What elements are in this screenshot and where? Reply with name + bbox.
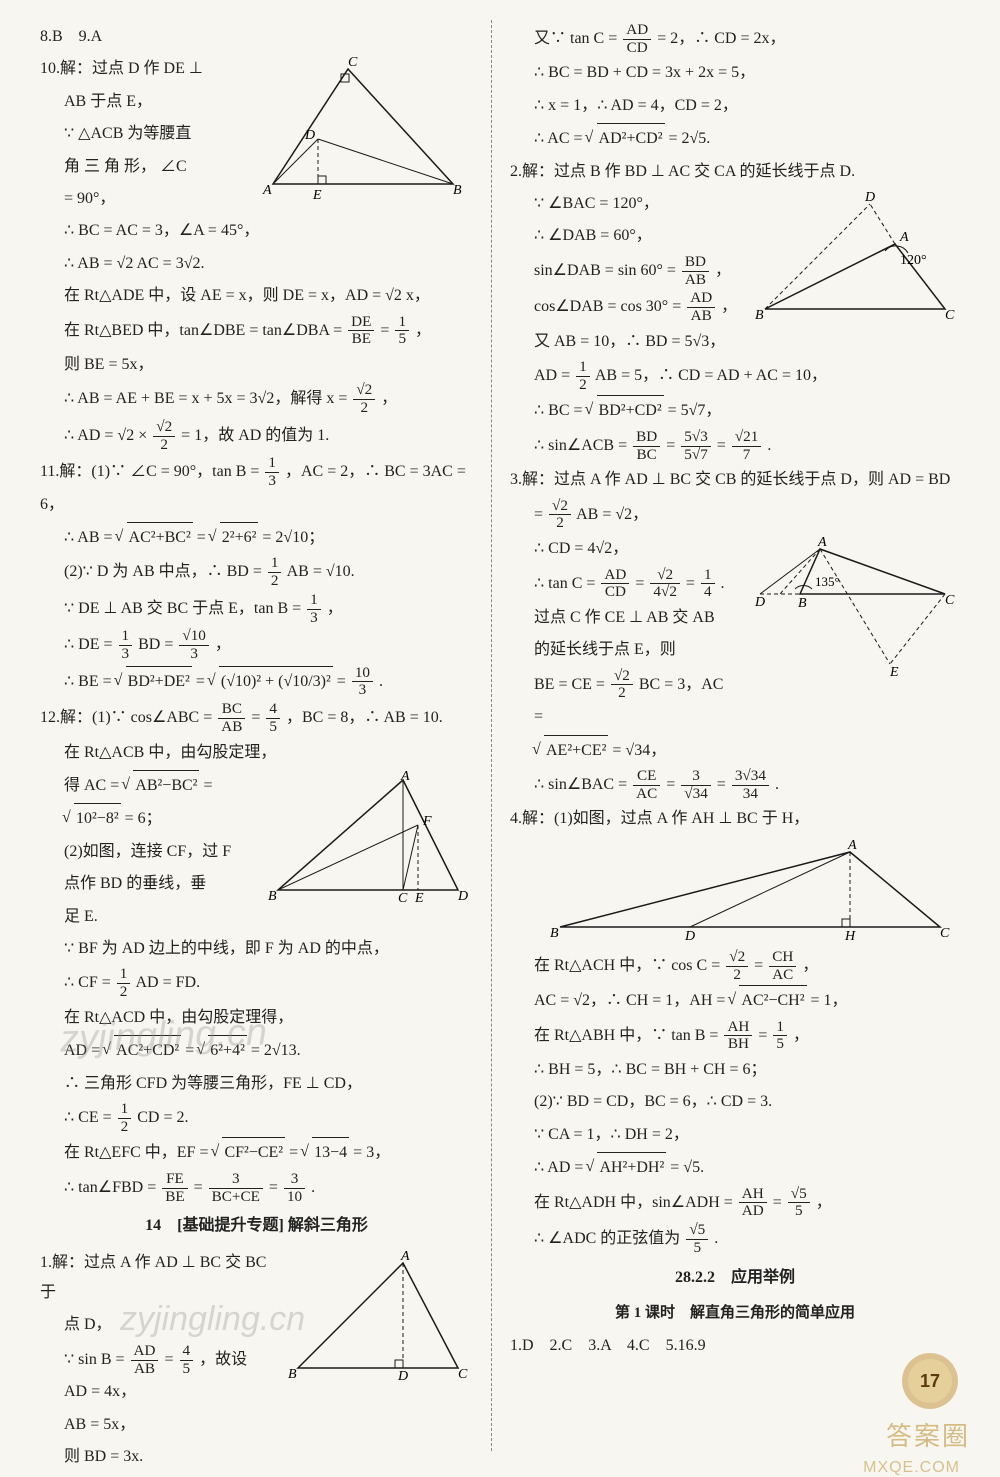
text: 在 Rt△ACD 中，由勾股定理得， [40, 1003, 473, 1033]
text: ∴ DE = 13 BD = √103 ， [40, 628, 473, 662]
svg-text:C: C [945, 593, 955, 608]
page-container: 8.B 9.A A B C D E 10.解：过点 D 作 DE ⊥ AB 于点… [30, 20, 970, 1451]
svg-text:E: E [414, 891, 424, 906]
svg-text:B: B [798, 596, 807, 611]
q10-diagram: A B C D E [253, 54, 473, 204]
text: ∴ AD = AH²+DH² = √5. [510, 1152, 960, 1183]
text: (2)∵ D 为 AB 中点，∴ BD = 12 AB = √10. [40, 555, 473, 589]
lesson-1-answers: 1.D 2.C 3.A 4.C 5.16.9 [510, 1331, 960, 1361]
text: ∴ sin∠BAC = CEAC = 3√34 = 3√3434 . [510, 768, 960, 802]
text: ∴ tan∠FBD = FEBE = 3BC+CE = 310 . [40, 1171, 473, 1205]
svg-text:C: C [398, 891, 408, 906]
q2-diagram: 120° B C A D [750, 189, 960, 329]
text: AB = 5x， [40, 1410, 473, 1440]
svg-text:B: B [453, 183, 462, 198]
q4-diagram: B D H C A [540, 837, 960, 947]
text: ∴ AB = √2 AC = 3√2. [40, 249, 473, 279]
q3-head: 3.解：过点 A 作 AD ⊥ BC 交 CB 的延长线于点 D，则 AD = … [510, 465, 960, 495]
section-28-2-2: 28.2.2 应用举例 [510, 1263, 960, 1293]
text: (2)∵ BD = CD，BC = 6，∴ CD = 3. [510, 1087, 960, 1117]
svg-text:D: D [304, 128, 315, 143]
text: ∵ BF 为 AD 边上的中线，即 F 为 AD 的中点， [40, 934, 473, 964]
svg-text:A: A [847, 838, 857, 853]
svg-text:B: B [550, 926, 559, 941]
text: 在 Rt△BED 中，tan∠DBE = tan∠DBA = DEBE = 15… [40, 314, 473, 348]
q3-diagram: 135° A B C D E [740, 534, 960, 684]
text: AD = AC²+CD² = 6²+4² = 2√13. [40, 1035, 473, 1066]
q8-q9: 8.B 9.A [40, 22, 473, 52]
svg-text:A: A [400, 1249, 410, 1264]
text: AC = √2，∴ CH = 1，AH = AC²−CH² = 1， [510, 985, 960, 1016]
text: ∴ CF = 12 AD = FD. [40, 966, 473, 1000]
text: ∴ x = 1，∴ AD = 4，CD = 2， [510, 91, 960, 121]
right-column: 又∵ tan C = ADCD = 2，∴ CD = 2x， ∴ BC = BD… [492, 20, 970, 1451]
svg-text:D: D [754, 595, 765, 610]
svg-text:F: F [422, 814, 432, 829]
text: 在 Rt△ADH 中，sin∠ADH = AHAD = √55 ， [510, 1186, 960, 1220]
text: 又∵ tan C = ADCD = 2，∴ CD = 2x， [510, 22, 960, 56]
svg-text:A: A [899, 230, 909, 245]
svg-text:B: B [755, 308, 764, 323]
q11-head: 11.解：(1)∵ ∠C = 90°，tan B = 13 ，AC = 2，∴ … [40, 455, 473, 520]
svg-text:C: C [945, 308, 955, 323]
svg-text:B: B [268, 889, 277, 904]
text: ∵ CA = 1，∴ DH = 2， [510, 1120, 960, 1150]
page-number-badge: 17 [900, 1351, 960, 1411]
svg-text:H: H [844, 929, 856, 944]
text: 在 Rt△ABH 中，∵ tan B = AHBH = 15 ， [510, 1019, 960, 1053]
q12-diagram: B C E D A F [263, 770, 473, 910]
text: 在 Rt△ACH 中，∵ cos C = √22 = CHAC ， [510, 949, 960, 983]
svg-text:D: D [864, 190, 875, 205]
svg-text:135°: 135° [815, 574, 840, 589]
svg-text:A: A [262, 183, 272, 198]
svg-text:A: A [400, 770, 410, 784]
q1-diagram: B C A D [283, 1248, 473, 1383]
svg-text:C: C [348, 55, 358, 70]
text: AD = 12 AB = 5，∴ CD = AD + AC = 10， [510, 359, 960, 393]
text: ∴ sin∠ACB = BDBC = 5√35√7 = √217 . [510, 429, 960, 463]
q4-head: 4.解：(1)如图，过点 A 作 AH ⊥ BC 于 H， [510, 804, 960, 834]
svg-text:A: A [817, 535, 827, 550]
text: 在 Rt△ADE 中，设 AE = x，则 DE = x，AD = √2 x， [40, 281, 473, 311]
text: 则 BE = 5x， [40, 350, 473, 380]
text: 在 Rt△ACB 中，由勾股定理， [40, 738, 473, 768]
stamp-url: MXQE.COM [863, 1459, 960, 1477]
topic-14: 14 [基础提升专题] 解斜三角形 [40, 1211, 473, 1241]
text: 在 Rt△EFC 中，EF = CF²−CE² = 13−4 = 3， [40, 1137, 473, 1168]
svg-text:C: C [940, 926, 950, 941]
svg-text:E: E [312, 188, 322, 203]
text: 又 AB = 10，∴ BD = 5√3， [510, 327, 960, 357]
q2-head: 2.解：过点 B 作 BD ⊥ AC 交 CA 的延长线于点 D. [510, 157, 960, 187]
text: AE²+CE² = √34， [510, 735, 960, 766]
svg-text:17: 17 [920, 1371, 940, 1391]
svg-text:D: D [684, 929, 695, 944]
text: ∴ AB = AC²+BC² = 2²+6² = 2√10； [40, 522, 473, 553]
text: ∴ ∠ADC 的正弦值为 √55 . [510, 1222, 960, 1256]
text: ∴ BE = BD²+DE² = (√10)² + (√10/3)² = 103… [40, 665, 473, 699]
text: ∴ BC = BD²+CD² = 5√7， [510, 395, 960, 426]
svg-text:D: D [397, 1369, 408, 1383]
svg-text:E: E [889, 665, 899, 680]
stamp-text: 答案圈 [886, 1416, 970, 1453]
text: ∵ DE ⊥ AB 交 BC 于点 E，tan B = 13 ， [40, 592, 473, 626]
q12-head: 12.解：(1)∵ cos∠ABC = BCAB = 45 ，BC = 8，∴ … [40, 701, 473, 735]
lesson-1-title: 第 1 课时 解直角三角形的简单应用 [510, 1299, 960, 1328]
text: ∴ BH = 5，∴ BC = BH + CH = 6； [510, 1055, 960, 1085]
text: ∴ CE = 12 CD = 2. [40, 1101, 473, 1135]
left-column: 8.B 9.A A B C D E 10.解：过点 D 作 DE ⊥ AB 于点… [30, 20, 492, 1451]
svg-text:B: B [288, 1367, 297, 1382]
text: 则 BD = 3x. [40, 1442, 473, 1472]
text: ∴ AD = √2 × √22 = 1，故 AD 的值为 1. [40, 419, 473, 453]
svg-text:D: D [457, 889, 468, 904]
svg-text:C: C [458, 1367, 468, 1382]
text: ∴ BC = BD + CD = 3x + 2x = 5， [510, 58, 960, 88]
text: = √22 AB = √2， [510, 498, 960, 532]
text: ∴ 三角形 CFD 为等腰三角形，FE ⊥ CD， [40, 1069, 473, 1099]
svg-text:120°: 120° [900, 253, 927, 268]
text: ∴ BC = AC = 3，∠A = 45°， [40, 216, 473, 246]
text: ∴ AC = AD²+CD² = 2√5. [510, 123, 960, 154]
text: ∴ AB = AE + BE = x + 5x = 3√2，解得 x = √22… [40, 382, 473, 416]
